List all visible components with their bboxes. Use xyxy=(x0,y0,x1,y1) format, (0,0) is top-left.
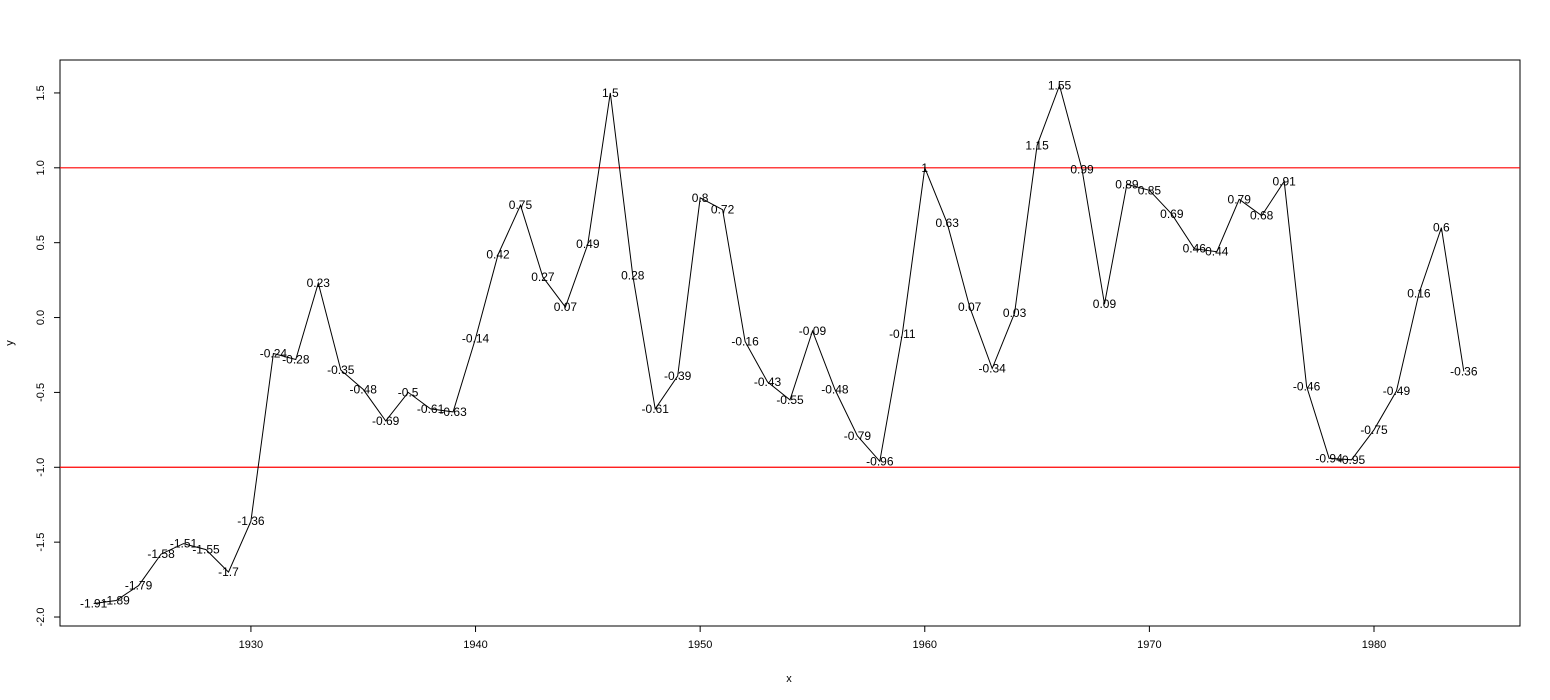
y-tick-label: -2.0 xyxy=(35,608,47,627)
data-point-label: -0.95 xyxy=(1338,453,1366,467)
data-point-label: 0.72 xyxy=(711,203,735,217)
data-point-label: -1.51 xyxy=(170,537,198,551)
data-point-label: -1.58 xyxy=(147,547,175,561)
data-point-label: 0.28 xyxy=(621,269,645,283)
data-point-label: -0.36 xyxy=(1450,364,1478,378)
x-tick-label: 1950 xyxy=(688,639,712,651)
x-tick-label: 1960 xyxy=(913,639,937,651)
data-point-label: 0.44 xyxy=(1205,245,1229,259)
y-tick-label: -1.5 xyxy=(35,533,47,552)
x-tick-label: 1970 xyxy=(1137,639,1161,651)
data-point-label: 0.27 xyxy=(531,270,555,284)
data-point-label: -0.94 xyxy=(1315,451,1343,465)
data-point-label: -0.43 xyxy=(754,375,782,389)
data-point-label: 0.42 xyxy=(486,248,510,262)
x-tick-label: 1930 xyxy=(239,639,263,651)
data-point-label: 0.85 xyxy=(1138,183,1162,197)
data-point-label: -0.16 xyxy=(731,335,759,349)
data-point-label: -0.14 xyxy=(462,332,490,346)
x-axis-title: x xyxy=(786,673,792,685)
data-point-label: 0.89 xyxy=(1115,177,1139,191)
data-point-label: 0.69 xyxy=(1160,207,1184,221)
data-point-label: 0.79 xyxy=(1228,192,1252,206)
y-axis-title: y xyxy=(4,340,16,346)
y-axis: -2.0 -1.5 -1.0 -0.5 0.0 0.5 1.0 1.5 xyxy=(35,85,60,627)
data-point-label: -0.39 xyxy=(664,369,692,383)
data-point-label: -0.55 xyxy=(776,393,804,407)
data-point-label: 0.75 xyxy=(509,198,533,212)
data-point-label: -1.91 xyxy=(80,597,108,611)
data-point-label: 0.23 xyxy=(307,276,331,290)
data-point-label: -1.7 xyxy=(218,565,239,579)
data-point-label: 0.68 xyxy=(1250,209,1274,223)
data-point-label: -0.11 xyxy=(889,327,916,341)
data-point-label: -1.89 xyxy=(102,594,130,608)
y-tick-label: -1.0 xyxy=(35,458,47,477)
data-point-label: -0.75 xyxy=(1360,423,1388,437)
data-point-label: 0.8 xyxy=(692,191,709,205)
data-point-label: -0.35 xyxy=(327,363,355,377)
data-point-label: 0.03 xyxy=(1003,306,1027,320)
data-point-label: -0.61 xyxy=(417,402,445,416)
data-point-label: -0.69 xyxy=(372,414,400,428)
data-point-label: -0.96 xyxy=(866,454,894,468)
data-point-label: 0.16 xyxy=(1407,287,1431,301)
data-point-label: 0.63 xyxy=(936,216,960,230)
data-point-label: 0.07 xyxy=(958,300,982,314)
y-tick-label: 0.0 xyxy=(35,310,47,325)
data-point-label: 0.49 xyxy=(576,237,600,251)
data-point-label: -0.34 xyxy=(978,361,1006,375)
data-point-label: -0.5 xyxy=(398,385,419,399)
y-tick-label: 0.5 xyxy=(35,235,47,250)
y-tick-label: 1.5 xyxy=(35,85,47,100)
data-point-label: -1.79 xyxy=(125,579,153,593)
data-point-label: 0.99 xyxy=(1070,162,1094,176)
data-point-label: 0.91 xyxy=(1272,174,1296,188)
data-point-label: 0.46 xyxy=(1183,242,1207,256)
data-point-label: 1.5 xyxy=(602,86,619,100)
data-point-label: -0.46 xyxy=(1293,379,1321,393)
y-tick-label: 1.0 xyxy=(35,160,47,175)
data-point-label: -0.61 xyxy=(642,402,670,416)
data-point-label: 1.15 xyxy=(1025,138,1049,152)
series-line xyxy=(93,83,1465,604)
plot-frame xyxy=(59,59,1521,627)
point-labels: -1.91-1.89-1.79 -1.58-1.51-1.55 -1.7 -1.36 -… xyxy=(80,78,1478,610)
data-point-label: -0.48 xyxy=(821,382,849,396)
data-point-label: -0.48 xyxy=(350,382,378,396)
reference-lines xyxy=(60,167,1520,468)
y-tick-label: -0.5 xyxy=(35,383,47,402)
data-point-label: 0.6 xyxy=(1433,221,1450,235)
data-point-label: -1.55 xyxy=(192,543,220,557)
data-point-label: 1 xyxy=(921,161,928,175)
data-point-label: -0.79 xyxy=(844,429,872,443)
data-point-label: 0.07 xyxy=(554,300,578,314)
data-point-label: 0.09 xyxy=(1093,297,1117,311)
data-point-label: -0.24 xyxy=(260,346,288,360)
data-point-label: -0.49 xyxy=(1383,384,1411,398)
data-point-label: -0.28 xyxy=(282,352,310,366)
data-point-label: 1.55 xyxy=(1048,78,1072,92)
data-point-label: -0.09 xyxy=(799,324,827,338)
data-point-label: -1.36 xyxy=(237,514,265,528)
x-tick-label: 1980 xyxy=(1362,639,1386,651)
data-point-label: -0.63 xyxy=(439,405,467,419)
x-axis: 1930 1940 1950 1960 1970 1980 xyxy=(239,626,1386,651)
x-tick-label: 1940 xyxy=(463,639,487,651)
